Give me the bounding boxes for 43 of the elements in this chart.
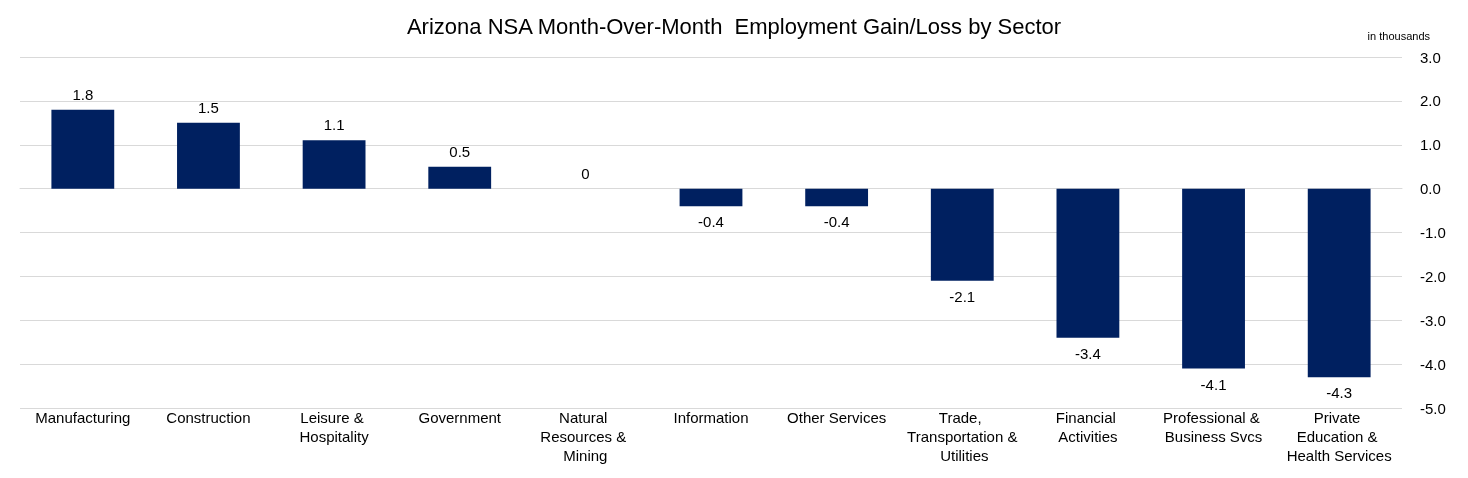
- bar: [177, 122, 240, 189]
- x-tick-label: Trade, Transportation & Utilities: [907, 409, 1018, 464]
- x-tick-label: Financial Activities: [1055, 409, 1121, 445]
- x-tick-label: Government: [418, 409, 502, 426]
- y-tick-label: -3.0: [1420, 311, 1446, 329]
- bar: [428, 166, 492, 189]
- y-tick-label: -5.0: [1420, 399, 1446, 417]
- data-label: 1.5: [198, 98, 219, 116]
- bar: [1307, 188, 1371, 378]
- x-tick-label: Information: [673, 409, 749, 426]
- data-label: -0.4: [698, 213, 724, 231]
- bar: [302, 140, 366, 189]
- bar: [51, 109, 115, 189]
- x-tick-label: Construction: [166, 409, 251, 426]
- x-tick-label: Leisure & Hospitality: [299, 409, 370, 445]
- y-tick-label: 3.0: [1420, 48, 1441, 66]
- data-label: 0.5: [449, 142, 471, 160]
- bar: [679, 188, 743, 207]
- bar: [930, 188, 994, 281]
- data-label: -3.4: [1074, 344, 1101, 362]
- data-label: -2.1: [949, 287, 976, 305]
- y-tick-label: -1.0: [1420, 224, 1446, 241]
- x-tick-label: Private Education & Health Services: [1286, 409, 1392, 464]
- bar: [1182, 188, 1245, 369]
- y-tick-label: 1.0: [1420, 136, 1441, 154]
- y-tick-label: -2.0: [1420, 267, 1446, 285]
- y-tick-label: 0.0: [1420, 180, 1441, 198]
- y-tick-label: 2.0: [1420, 92, 1441, 110]
- x-tick-label: Other Services: [787, 409, 887, 426]
- data-label: 1.8: [72, 85, 94, 103]
- bar: [805, 188, 869, 207]
- chart-title: Arizona NSA Month-Over-Month Employment Gain/Loss by Sector: [406, 13, 1062, 39]
- bar: [1056, 188, 1120, 338]
- data-label: -0.4: [823, 213, 850, 231]
- data-label: -4.1: [1200, 375, 1227, 393]
- x-tick-label: Natural Resources & Mining: [540, 409, 631, 464]
- data-label: -4.3: [1326, 384, 1353, 402]
- x-tick-label: Manufacturing: [35, 409, 131, 426]
- y-tick-label: -4.0: [1420, 355, 1446, 373]
- data-label: 0: [581, 164, 590, 182]
- x-tick-label: Professional & Business Svcs: [1163, 409, 1264, 445]
- data-label: 1.1: [323, 116, 345, 134]
- y-axis-title: in thousands: [1367, 29, 1431, 42]
